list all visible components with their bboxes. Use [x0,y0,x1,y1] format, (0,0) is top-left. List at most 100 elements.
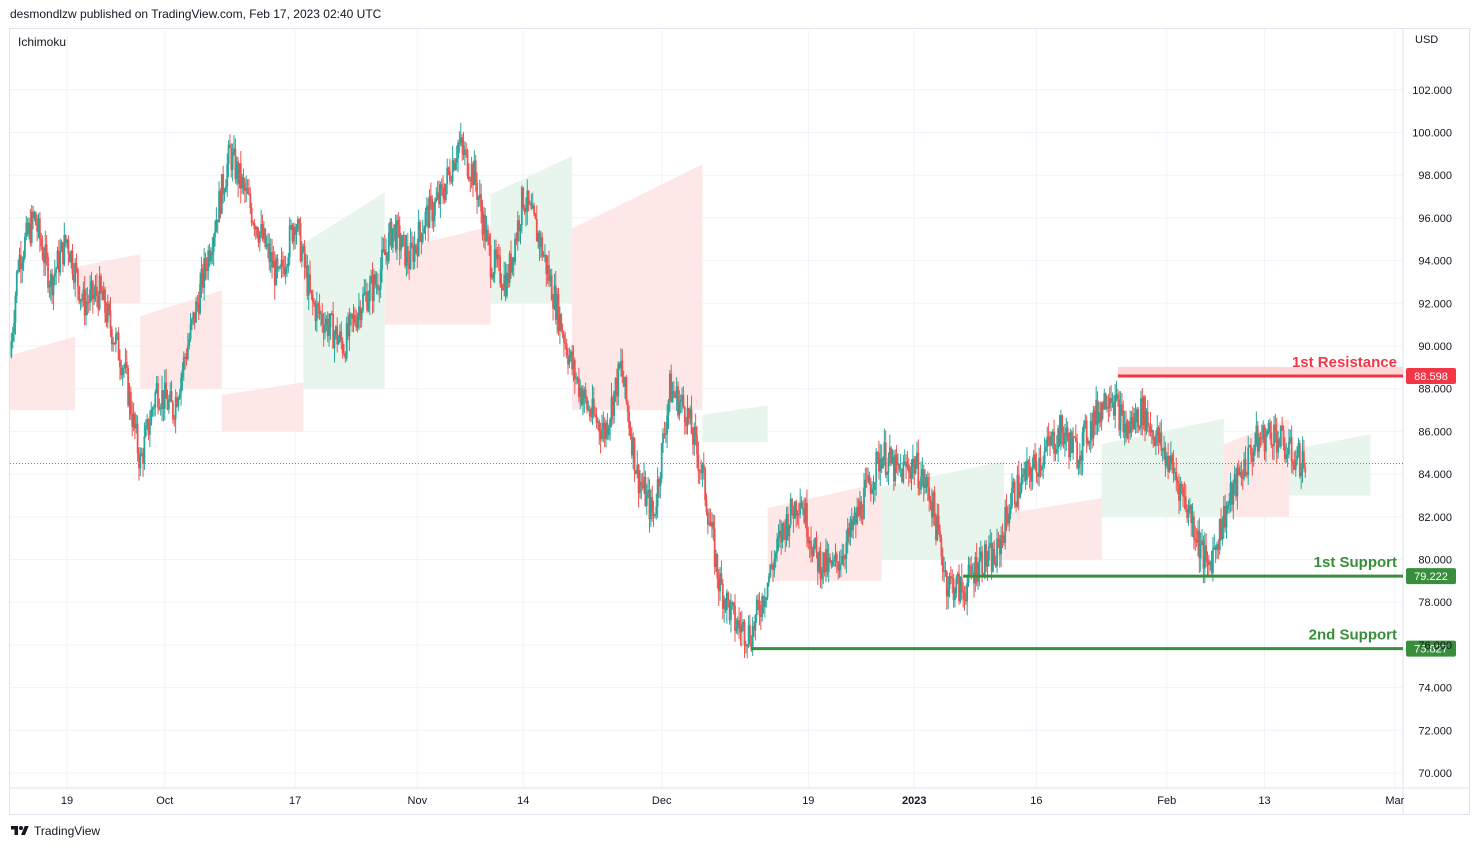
candle-down [1206,559,1209,563]
candle-down [563,334,565,344]
candle-up [451,160,454,182]
candle-down [1127,421,1130,434]
candle-up [1222,506,1225,529]
footer[interactable]: TradingView [10,824,100,838]
candle-down [815,537,818,553]
candle-up [362,294,364,311]
candle-up [1258,437,1260,452]
candle-up [956,573,959,578]
candle-down [850,519,853,531]
candle-down [1164,447,1167,466]
y-axis: 70.000 72.000 74.000 76.000 78.000 80.000 82.0… [1412,85,1452,780]
candle-up [1247,447,1250,475]
candle-up [520,187,523,226]
candle-up [155,383,158,393]
candle-up [381,249,383,270]
candle-down [797,513,800,515]
candle-up [761,596,764,617]
candle-down [1068,439,1070,458]
candle-up [617,363,620,397]
candle-up [301,250,303,262]
y-tick-label: 74.000 [1418,683,1452,695]
candle-up [846,527,849,542]
chart-frame [9,28,1470,815]
candle-down [674,394,677,398]
candle-down [208,250,211,262]
candle-down [332,313,335,349]
candle-down [782,522,785,527]
candle-down [945,571,948,597]
candle-down [1207,562,1210,565]
candle-up [754,615,757,631]
candle-down [929,500,932,503]
y-tick-label: 92.000 [1418,298,1452,310]
candle-down [415,244,417,248]
candle-down [1245,474,1248,476]
candle-up [89,289,92,303]
candle-down [136,423,139,454]
candle-down [185,357,188,360]
candle-down [1076,441,1079,468]
candle-down [281,259,284,267]
candle-down [1039,457,1042,471]
candle-up [375,284,378,286]
candle-up [719,573,721,592]
candle-up [666,415,669,434]
candle-down [538,232,541,248]
candle-down [898,464,901,470]
candle-down [1260,438,1263,440]
candle-down [1175,472,1178,481]
candle-up [74,263,77,283]
candle-up [891,456,894,464]
candle-up [17,269,20,272]
candle-up [231,152,234,171]
candle-down [246,187,249,194]
candle-up [959,577,962,602]
candle-down [780,530,783,543]
candle-up [911,458,914,468]
candle-up [288,225,291,258]
candle-down [1290,437,1293,462]
candle-up [735,628,738,632]
candle-down [397,220,400,226]
candle-up [602,422,605,430]
candle-up [1159,432,1161,443]
candle-down [276,258,279,269]
candle-down [1047,436,1050,441]
candle-down [1005,506,1008,517]
candle-down [770,564,773,568]
candle-up [925,477,928,484]
candle-up [814,537,817,546]
candle-up [954,593,956,601]
candle-down [1118,399,1121,431]
candle-down [109,310,112,329]
cloud-segment-bullish [881,461,1004,560]
candle-down [1058,428,1061,445]
candle-down [500,283,503,289]
candle-down [1149,426,1152,433]
candle-down [868,475,871,485]
candle-up [220,174,223,214]
candle-down [75,263,78,270]
candle-up [226,164,229,187]
candle-down [465,149,468,151]
candle-down [1017,474,1020,498]
candle-up [978,557,981,576]
candle-up [123,367,125,369]
candle-down [663,433,666,435]
candle-down [1256,425,1259,452]
candle-up [391,228,394,248]
candle-up [1229,482,1232,501]
candle-down [1180,484,1183,488]
candle-up [596,421,599,423]
candle-up [1084,420,1087,424]
candle-up [1012,481,1015,489]
candle-down [1195,540,1198,543]
candle-up [1279,425,1282,447]
candle-down [800,502,803,509]
candle-up [768,576,770,583]
candle-up [516,220,519,241]
candle-down [101,290,104,300]
candle-down [317,303,320,306]
